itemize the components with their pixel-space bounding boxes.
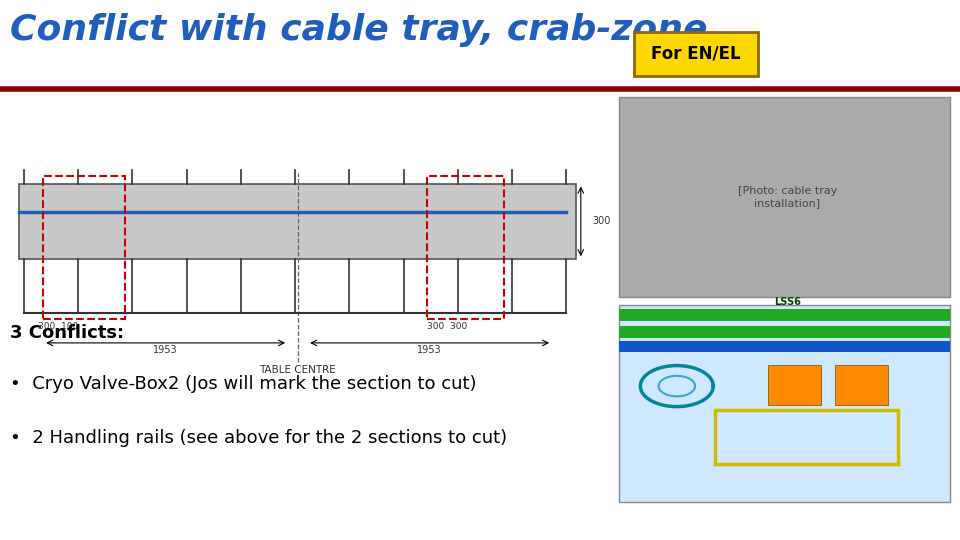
Text: 3 Conflicts:: 3 Conflicts: xyxy=(10,324,124,342)
FancyBboxPatch shape xyxy=(634,32,758,76)
Text: •  Cryo Valve-Box2 (Jos will mark the section to cut): • Cryo Valve-Box2 (Jos will mark the sec… xyxy=(10,375,476,393)
Bar xyxy=(619,305,950,502)
Bar xyxy=(619,97,950,297)
Text: •  2 Handling rails (see above for the 2 sections to cut): • 2 Handling rails (see above for the 2 … xyxy=(10,429,507,447)
Text: LSS6: LSS6 xyxy=(774,297,801,307)
Text: Conflict with cable tray, crab-zone: Conflict with cable tray, crab-zone xyxy=(10,13,708,46)
Bar xyxy=(619,326,950,338)
Bar xyxy=(619,309,950,321)
Text: TABLE CENTRE: TABLE CENTRE xyxy=(259,364,336,375)
Text: 300  300: 300 300 xyxy=(427,322,468,332)
Text: [Photo: cable tray
installation]: [Photo: cable tray installation] xyxy=(737,186,837,208)
Text: 300: 300 xyxy=(592,217,611,226)
Text: 300  100: 300 100 xyxy=(38,322,79,332)
Text: For EN/EL: For EN/EL xyxy=(651,45,741,63)
Bar xyxy=(768,364,821,405)
Text: 1953: 1953 xyxy=(418,345,442,355)
Bar xyxy=(43,176,125,319)
Text: 1953: 1953 xyxy=(154,345,178,355)
Bar xyxy=(19,184,576,259)
Bar xyxy=(619,341,950,352)
Bar xyxy=(835,364,888,405)
Bar xyxy=(427,176,504,319)
